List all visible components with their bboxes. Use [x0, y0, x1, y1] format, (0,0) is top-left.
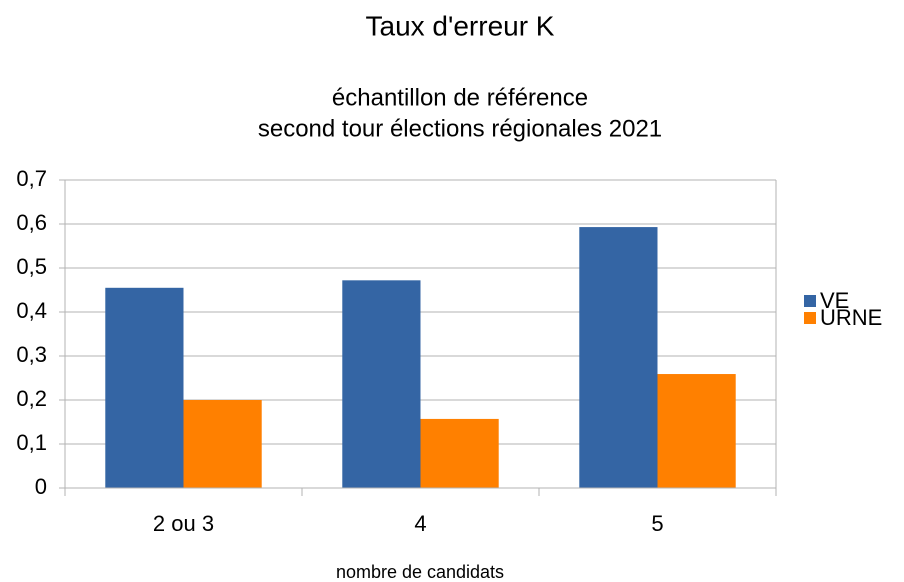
chart-title: Taux d'erreur K [366, 10, 555, 41]
y-tick-label: 0,7 [16, 166, 47, 191]
y-tick-label: 0,5 [16, 254, 47, 279]
x-axis-label: nombre de candidats [336, 562, 504, 582]
x-tick-label: 5 [651, 511, 663, 536]
y-tick-label: 0 [35, 474, 47, 499]
y-tick-label: 0,4 [16, 298, 47, 323]
y-tick-label: 0,2 [16, 386, 47, 411]
bar [579, 227, 658, 488]
bar [105, 287, 184, 488]
x-tick-label: 2 ou 3 [153, 511, 214, 536]
legend-swatch [804, 312, 816, 324]
legend-label: VE [820, 288, 849, 313]
chart-subtitle: second tour élections régionales 2021 [258, 115, 662, 142]
legend-swatch [804, 295, 816, 307]
chart-subtitle: échantillon de référence [332, 84, 588, 111]
y-tick-label: 0,6 [16, 210, 47, 235]
bar [420, 418, 499, 488]
y-tick-label: 0,1 [16, 430, 47, 455]
bar [657, 374, 736, 488]
bar [342, 280, 421, 488]
legend-label: URNE [820, 305, 882, 330]
y-tick-label: 0,3 [16, 342, 47, 367]
x-tick-label: 4 [414, 511, 426, 536]
bar [183, 400, 262, 488]
